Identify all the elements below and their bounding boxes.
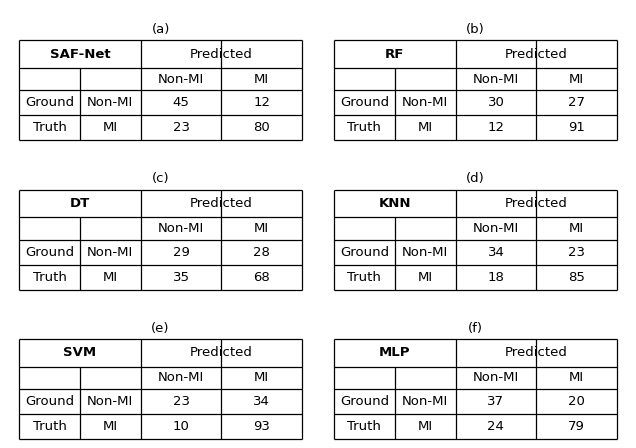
Text: Non-MI: Non-MI bbox=[473, 371, 519, 384]
Text: Non-MI: Non-MI bbox=[87, 96, 134, 109]
Text: 23: 23 bbox=[172, 395, 190, 408]
Text: Non-MI: Non-MI bbox=[473, 222, 519, 235]
Text: (a): (a) bbox=[151, 23, 170, 36]
Text: Truth: Truth bbox=[347, 271, 381, 284]
Text: 28: 28 bbox=[253, 246, 270, 258]
Text: Non-MI: Non-MI bbox=[158, 73, 204, 86]
Text: Truth: Truth bbox=[347, 420, 381, 433]
Text: Ground: Ground bbox=[25, 96, 74, 109]
Text: Truth: Truth bbox=[347, 121, 381, 134]
Text: 10: 10 bbox=[172, 420, 190, 433]
Text: MI: MI bbox=[254, 73, 269, 86]
Text: MI: MI bbox=[254, 222, 269, 235]
Text: Non-MI: Non-MI bbox=[158, 371, 204, 384]
Text: (f): (f) bbox=[468, 322, 483, 335]
Text: 37: 37 bbox=[487, 395, 504, 408]
Text: SAF-Net: SAF-Net bbox=[50, 47, 110, 60]
Text: MI: MI bbox=[418, 121, 432, 134]
Text: MI: MI bbox=[418, 271, 432, 284]
Text: 68: 68 bbox=[253, 271, 270, 284]
Text: 27: 27 bbox=[568, 96, 585, 109]
Text: 12: 12 bbox=[253, 96, 270, 109]
Text: MI: MI bbox=[103, 271, 118, 284]
Text: 30: 30 bbox=[487, 96, 504, 109]
Text: 23: 23 bbox=[172, 121, 190, 134]
Text: Non-MI: Non-MI bbox=[402, 395, 448, 408]
Text: Predicted: Predicted bbox=[505, 197, 568, 210]
Text: Truth: Truth bbox=[32, 271, 66, 284]
Text: 24: 24 bbox=[487, 420, 504, 433]
Text: MI: MI bbox=[569, 222, 584, 235]
Text: MI: MI bbox=[103, 420, 118, 433]
Text: Predicted: Predicted bbox=[190, 346, 253, 359]
Text: 12: 12 bbox=[487, 121, 504, 134]
Text: Predicted: Predicted bbox=[505, 346, 568, 359]
Text: 45: 45 bbox=[172, 96, 190, 109]
Text: Non-MI: Non-MI bbox=[402, 96, 448, 109]
Text: 23: 23 bbox=[568, 246, 585, 258]
Text: 34: 34 bbox=[487, 246, 504, 258]
Text: SVM: SVM bbox=[64, 346, 97, 359]
Text: Non-MI: Non-MI bbox=[87, 395, 134, 408]
Text: 80: 80 bbox=[253, 121, 270, 134]
Text: Non-MI: Non-MI bbox=[402, 246, 448, 258]
Text: 79: 79 bbox=[568, 420, 585, 433]
Text: Non-MI: Non-MI bbox=[473, 73, 519, 86]
Text: MI: MI bbox=[103, 121, 118, 134]
Text: 93: 93 bbox=[253, 420, 270, 433]
Text: KNN: KNN bbox=[378, 197, 411, 210]
Text: Non-MI: Non-MI bbox=[87, 246, 134, 258]
Text: MI: MI bbox=[569, 371, 584, 384]
Text: 20: 20 bbox=[568, 395, 585, 408]
Text: Truth: Truth bbox=[32, 121, 66, 134]
Text: Predicted: Predicted bbox=[190, 47, 253, 60]
Text: Truth: Truth bbox=[32, 420, 66, 433]
Text: Non-MI: Non-MI bbox=[158, 222, 204, 235]
Text: MI: MI bbox=[569, 73, 584, 86]
Text: 91: 91 bbox=[568, 121, 585, 134]
Text: 34: 34 bbox=[253, 395, 270, 408]
Text: DT: DT bbox=[70, 197, 90, 210]
Text: MI: MI bbox=[254, 371, 269, 384]
Text: 85: 85 bbox=[568, 271, 585, 284]
Text: (b): (b) bbox=[466, 23, 485, 36]
Text: 18: 18 bbox=[487, 271, 504, 284]
Text: Ground: Ground bbox=[25, 395, 74, 408]
Text: Ground: Ground bbox=[340, 96, 389, 109]
Text: MI: MI bbox=[418, 420, 432, 433]
Text: Predicted: Predicted bbox=[190, 197, 253, 210]
Text: RF: RF bbox=[385, 47, 404, 60]
Text: (c): (c) bbox=[152, 172, 169, 185]
Text: Ground: Ground bbox=[340, 395, 389, 408]
Text: MLP: MLP bbox=[379, 346, 410, 359]
Text: Predicted: Predicted bbox=[505, 47, 568, 60]
Text: (d): (d) bbox=[466, 172, 485, 185]
Text: 35: 35 bbox=[172, 271, 190, 284]
Text: Ground: Ground bbox=[340, 246, 389, 258]
Text: (e): (e) bbox=[151, 322, 170, 335]
Text: Ground: Ground bbox=[25, 246, 74, 258]
Text: 29: 29 bbox=[172, 246, 190, 258]
